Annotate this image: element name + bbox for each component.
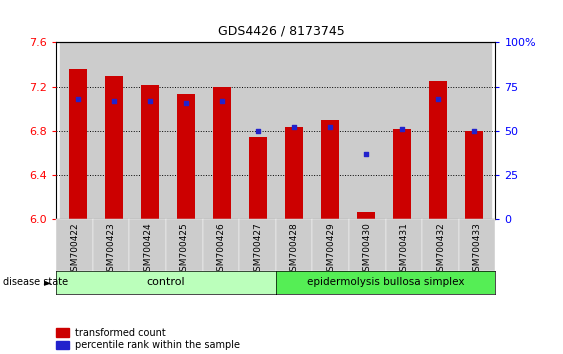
Bar — [384, 42, 419, 219]
Bar — [420, 42, 455, 219]
Bar — [357, 212, 375, 219]
Point — [289, 125, 298, 130]
Text: percentile rank within the sample: percentile rank within the sample — [75, 340, 240, 350]
Point — [109, 98, 118, 104]
Text: GSM700429: GSM700429 — [327, 222, 335, 277]
Text: GSM700427: GSM700427 — [253, 222, 262, 277]
Bar — [168, 42, 203, 219]
Bar — [105, 76, 123, 219]
Text: GSM700428: GSM700428 — [290, 222, 298, 277]
Text: GSM700432: GSM700432 — [436, 222, 445, 277]
Text: transformed count: transformed count — [75, 327, 166, 338]
Bar — [213, 87, 231, 219]
Text: ►: ► — [44, 277, 52, 287]
Bar — [348, 42, 383, 219]
Bar — [60, 42, 96, 219]
Point — [217, 98, 226, 104]
Point — [397, 126, 406, 132]
Bar — [321, 120, 339, 219]
Text: GSM700425: GSM700425 — [180, 222, 189, 277]
Text: control: control — [147, 277, 185, 287]
Point — [181, 100, 190, 105]
Bar — [429, 81, 447, 219]
Bar — [141, 85, 159, 219]
Text: disease state: disease state — [3, 277, 68, 287]
Bar — [240, 42, 275, 219]
Bar — [249, 137, 267, 219]
Bar — [456, 42, 491, 219]
Point — [470, 128, 479, 134]
Bar — [56, 328, 69, 337]
Bar — [312, 42, 347, 219]
Text: GSM700423: GSM700423 — [107, 222, 115, 277]
Bar — [56, 341, 69, 349]
Bar — [96, 42, 132, 219]
Point — [73, 96, 82, 102]
Bar — [204, 42, 239, 219]
Text: GSM700430: GSM700430 — [363, 222, 372, 277]
Point — [145, 98, 154, 104]
Bar — [177, 95, 195, 219]
Text: GSM700422: GSM700422 — [70, 222, 79, 277]
Point — [361, 151, 370, 157]
Bar — [393, 129, 411, 219]
Bar — [276, 42, 311, 219]
Text: GSM700424: GSM700424 — [144, 222, 152, 277]
Point — [434, 96, 443, 102]
Text: GDS4426 / 8173745: GDS4426 / 8173745 — [218, 25, 345, 38]
Bar — [132, 42, 168, 219]
Point — [253, 128, 262, 134]
Text: GSM700433: GSM700433 — [473, 222, 481, 277]
Text: GSM700431: GSM700431 — [400, 222, 408, 277]
Point — [325, 125, 334, 130]
Bar — [69, 69, 87, 219]
Bar — [465, 131, 483, 219]
Text: epidermolysis bullosa simplex: epidermolysis bullosa simplex — [307, 277, 464, 287]
Text: GSM700426: GSM700426 — [217, 222, 225, 277]
Bar — [285, 127, 303, 219]
